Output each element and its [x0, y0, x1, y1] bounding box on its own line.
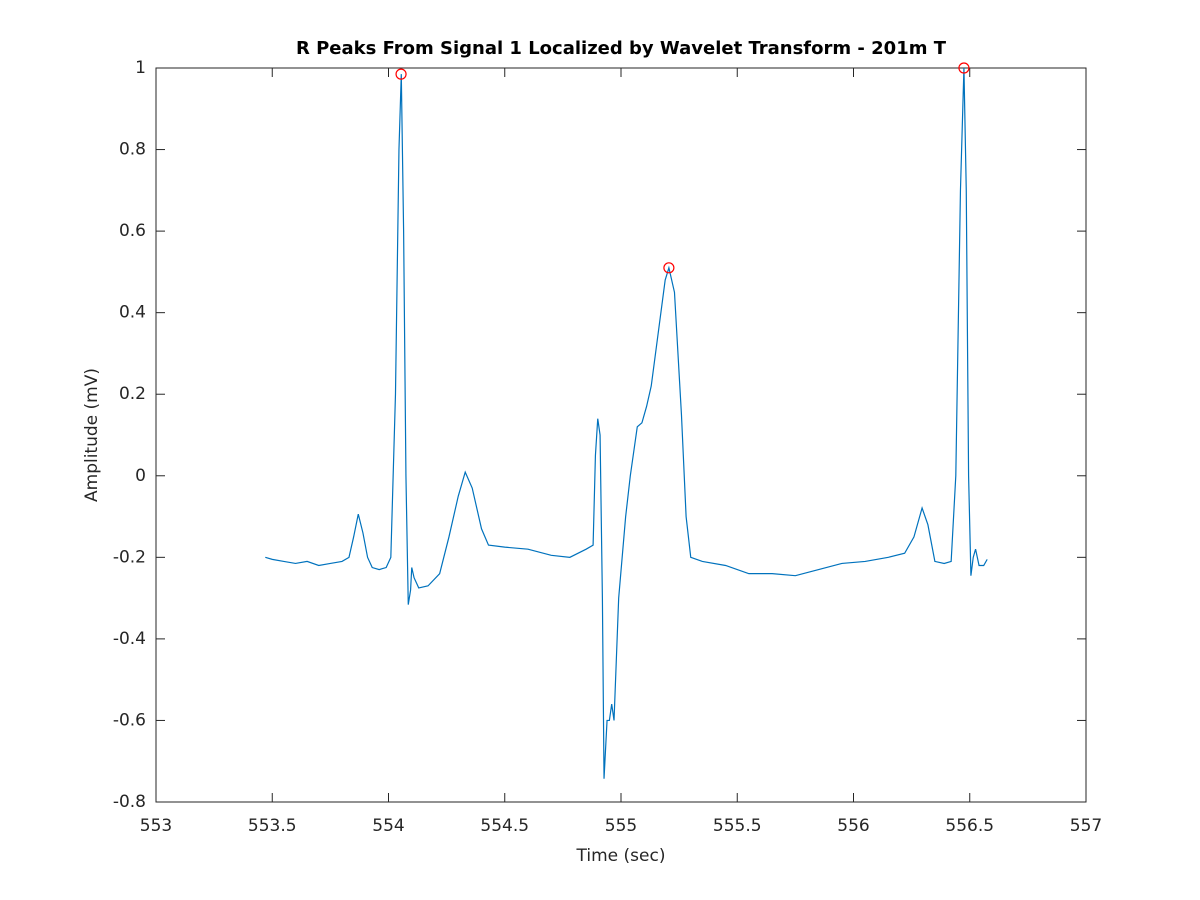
y-axis-label: Amplitude (mV) — [82, 368, 102, 502]
x-tick-label: 556 — [837, 816, 869, 836]
y-tick-label: 0.2 — [119, 384, 146, 404]
x-tick-label: 553.5 — [248, 816, 297, 836]
plot-area — [155, 67, 1087, 803]
signal-line — [265, 67, 988, 779]
y-tick-label: 0.4 — [119, 303, 146, 323]
y-tick-label: -0.4 — [113, 629, 146, 649]
x-tick-label: 557 — [1070, 816, 1102, 836]
peak-marker — [663, 262, 675, 274]
x-tick-label: 556.5 — [945, 816, 994, 836]
x-tick-label: 554 — [372, 816, 404, 836]
y-tick-label: 1 — [135, 58, 146, 78]
x-tick-label: 554.5 — [480, 816, 529, 836]
peak-marker — [958, 62, 970, 74]
y-tick-label: -0.8 — [113, 792, 146, 812]
x-tick-label: 555.5 — [713, 816, 762, 836]
peak-marker — [395, 68, 407, 80]
y-tick-label: 0.6 — [119, 221, 146, 241]
chart-title: R Peaks From Signal 1 Localized by Wavel… — [296, 38, 947, 59]
y-tick-label: 0 — [135, 466, 146, 486]
x-axis-label: Time (sec) — [576, 846, 666, 866]
y-tick-label: -0.2 — [113, 547, 146, 567]
x-tick-label: 553 — [140, 816, 172, 836]
y-tick-label: 0.8 — [119, 140, 146, 160]
y-tick-label: -0.6 — [113, 710, 146, 730]
x-tick-label: 555 — [605, 816, 637, 836]
